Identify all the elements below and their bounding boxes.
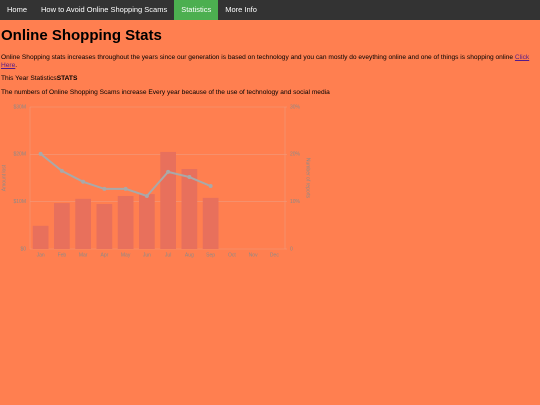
x-tick-label: Jun — [143, 252, 151, 258]
y-tick-label: $10M — [13, 199, 26, 205]
stats-line: This Year StatisticsSTATS — [1, 75, 539, 83]
chart: $0 $10M $20M $30M 0 10% 20% 30% Amount lost Numbe… — [1, 104, 311, 258]
y2-tick-label: 0 — [290, 246, 293, 252]
x-tick-label: Aug — [185, 252, 194, 258]
x-tick-label: Sep — [206, 252, 215, 258]
bar — [139, 194, 155, 249]
bar — [181, 169, 198, 249]
y2-axis-label: Number of reports — [305, 158, 311, 199]
y-axis-label: Amount lost — [1, 164, 7, 191]
x-tick-label: May — [121, 252, 131, 258]
y2-tick-label: 30% — [290, 104, 301, 110]
x-tick-label: Apr — [100, 252, 108, 258]
line-point — [208, 184, 213, 189]
line-point — [187, 175, 192, 180]
bar — [32, 225, 49, 249]
bar — [96, 204, 113, 249]
y2-tick-label: 20% — [290, 152, 301, 158]
nav-item[interactable]: Home — [7, 5, 28, 14]
x-tick-label: Mar — [79, 252, 88, 258]
x-tick-label: Jan — [37, 252, 45, 258]
x-tick-label: Feb — [58, 252, 67, 258]
line-point — [81, 179, 86, 184]
line-point — [166, 169, 171, 174]
bar — [202, 197, 219, 249]
nav-item[interactable]: More Info — [225, 5, 257, 14]
intro-paragraph: Online Shopping stats increases througho… — [1, 54, 539, 70]
x-tick-label: Dec — [270, 252, 279, 258]
nav-item[interactable]: Statistics — [174, 0, 219, 20]
x-tick-label: Oct — [228, 252, 236, 258]
line-point — [38, 151, 43, 156]
bar — [75, 198, 91, 249]
note: The numbers of Online Shopping Scams inc… — [1, 89, 330, 96]
y-tick-label: $30M — [13, 104, 26, 110]
y2-tick-label: 10% — [290, 199, 301, 205]
line-point — [123, 186, 128, 191]
intro-link[interactable]: Click Here — [1, 54, 530, 69]
bar — [117, 195, 134, 249]
bar — [54, 203, 70, 249]
y-tick-label: $20M — [13, 152, 26, 158]
x-tick-label: Nov — [249, 252, 258, 258]
line-point — [59, 168, 64, 173]
stats-bold: STATS — [56, 75, 78, 82]
y-tick-label: $0 — [20, 246, 26, 252]
stats-text: This Year Statistics — [1, 75, 57, 82]
x-tick-label: Jul — [165, 252, 171, 258]
nav-item[interactable]: How to Avoid Online Shopping Scams — [41, 5, 168, 14]
nav-bar: Home How to Avoid Online Shopping Scams St… — [0, 0, 540, 20]
bar — [160, 151, 176, 249]
line-point — [102, 186, 107, 191]
line-point — [144, 193, 149, 198]
intro-end: . — [15, 62, 18, 69]
page-heading: Online Shopping Stats — [1, 27, 162, 44]
intro-text: Online Shopping stats increases througho… — [1, 54, 515, 61]
